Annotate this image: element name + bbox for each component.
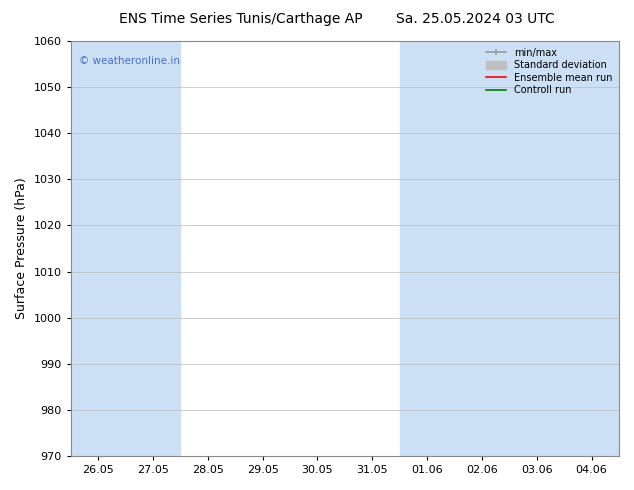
Bar <box>71 41 126 456</box>
Bar <box>455 41 509 456</box>
Y-axis label: Surface Pressure (hPa): Surface Pressure (hPa) <box>15 178 28 319</box>
Bar <box>564 41 619 456</box>
Text: © weatheronline.in: © weatheronline.in <box>79 55 180 66</box>
Bar <box>126 41 180 456</box>
Text: ENS Time Series Tunis/Carthage AP: ENS Time Series Tunis/Carthage AP <box>119 12 363 26</box>
Bar <box>399 41 455 456</box>
Text: Sa. 25.05.2024 03 UTC: Sa. 25.05.2024 03 UTC <box>396 12 555 26</box>
Bar <box>509 41 564 456</box>
Legend: min/max, Standard deviation, Ensemble mean run, Controll run: min/max, Standard deviation, Ensemble me… <box>482 44 616 99</box>
